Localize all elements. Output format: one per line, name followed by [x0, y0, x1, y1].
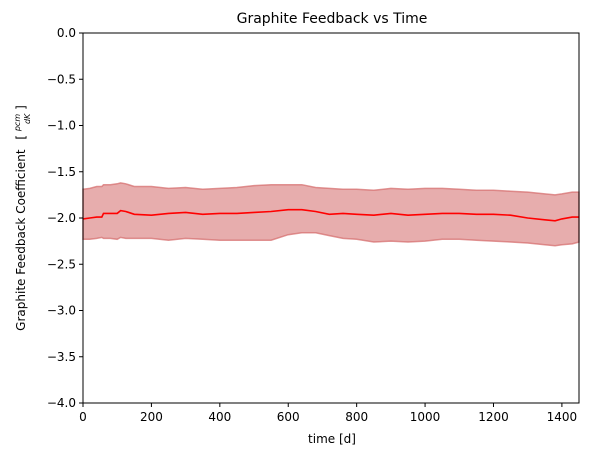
y-axis-label-group: Graphite Feedback Coefficient [ pcm dK ] [9, 105, 33, 331]
y-axis-label-text: Graphite Feedback Coefficient [14, 149, 28, 331]
x-tick-label: 600 [277, 410, 300, 424]
y-axis-unit-numerator: pcm [13, 114, 22, 132]
y-tick-label: −1.0 [47, 119, 76, 133]
y-tick-label: −4.0 [47, 396, 76, 410]
x-tick-label: 400 [208, 410, 231, 424]
y-tick-label: −2.5 [47, 257, 76, 271]
x-tick-label: 1200 [478, 410, 509, 424]
x-axis-label: time [d] [308, 432, 356, 446]
chart-title: Graphite Feedback vs Time [237, 11, 428, 27]
x-axis: 0 200 400 600 800 1000 1200 1400 [79, 403, 577, 424]
x-tick-label: 0 [79, 410, 87, 424]
plot-area [82, 182, 580, 247]
y-axis: 0.0 −0.5 −1.0 −1.5 −2.0 −2.5 −3.0 −3.5 −4.0 [47, 26, 83, 410]
x-tick-label: 200 [140, 410, 163, 424]
y-tick-label: −2.0 [47, 211, 76, 225]
x-tick-label: 800 [345, 410, 368, 424]
y-axis-label: Graphite Feedback Coefficient [ pcm dK ] [9, 105, 33, 331]
x-tick-label: 1000 [410, 410, 441, 424]
y-tick-label: −3.5 [47, 350, 76, 364]
y-axis-unit-open: [ [14, 135, 28, 140]
y-tick-label: −1.5 [47, 165, 76, 179]
y-tick-label: 0.0 [57, 26, 76, 40]
y-tick-label: −0.5 [47, 72, 76, 86]
y-tick-label: −3.0 [47, 304, 76, 318]
y-axis-unit-close: ] [14, 105, 28, 110]
mean-line [82, 208, 579, 222]
y-axis-unit-denominator: dK [23, 113, 32, 124]
x-tick-label: 1400 [547, 410, 578, 424]
